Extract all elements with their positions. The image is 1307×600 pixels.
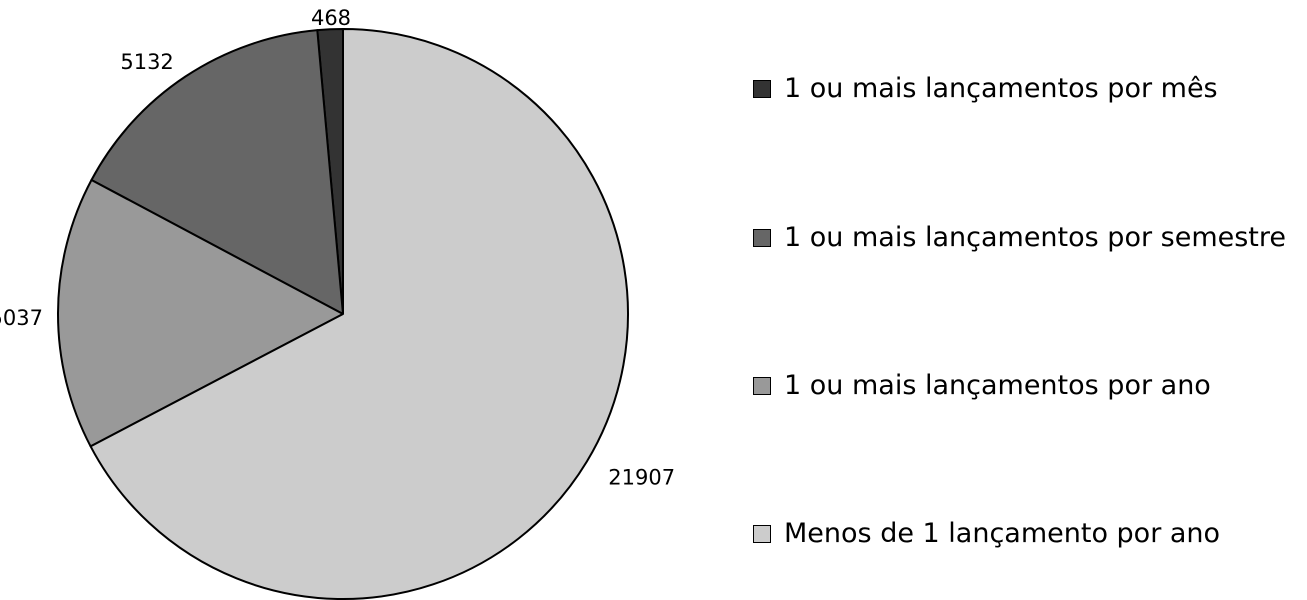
pie-slice-per-semester <box>90 29 344 315</box>
legend-label-per-month: 1 ou mais lançamentos por mês <box>784 73 1218 104</box>
pie-slices <box>56 27 629 600</box>
pie-value-label-per-semester: 5132 <box>120 50 173 74</box>
pie-value-label-per-month: 468 <box>311 6 351 30</box>
pie-value-label-less-than-yearly: 21907 <box>608 465 675 489</box>
legend-swatch-per-year <box>753 376 771 395</box>
pie-value-labels: 468 5132 5037 21907 <box>0 6 675 489</box>
legend-item-per-year: 1 ou mais lançamentos por ano <box>753 372 1211 399</box>
pie-value-label-per-year: 5037 <box>0 306 43 330</box>
pie-slice-less-than-yearly <box>89 28 629 600</box>
legend-item-less-than-yearly: Menos de 1 lançamento por ano <box>753 520 1220 547</box>
pie-slice-per-year <box>56 178 344 448</box>
legend-swatch-less-than-yearly <box>753 524 771 543</box>
pie-chart: 468 5132 5037 21907 <box>0 6 675 600</box>
legend-swatch-per-semester <box>753 228 771 247</box>
legend-label-less-than-yearly: Menos de 1 lançamento por ano <box>784 518 1221 549</box>
legend-label-per-year: 1 ou mais lançamentos por ano <box>784 370 1211 401</box>
legend: 1 ou mais lançamentos por mês 1 ou mais … <box>753 0 1307 600</box>
legend-swatch-per-month <box>753 79 771 98</box>
legend-label-per-semester: 1 ou mais lançamentos por semestre <box>784 222 1287 253</box>
legend-item-per-month: 1 ou mais lançamentos por mês <box>753 75 1218 102</box>
legend-item-per-semester: 1 ou mais lançamentos por semestre <box>753 224 1286 251</box>
